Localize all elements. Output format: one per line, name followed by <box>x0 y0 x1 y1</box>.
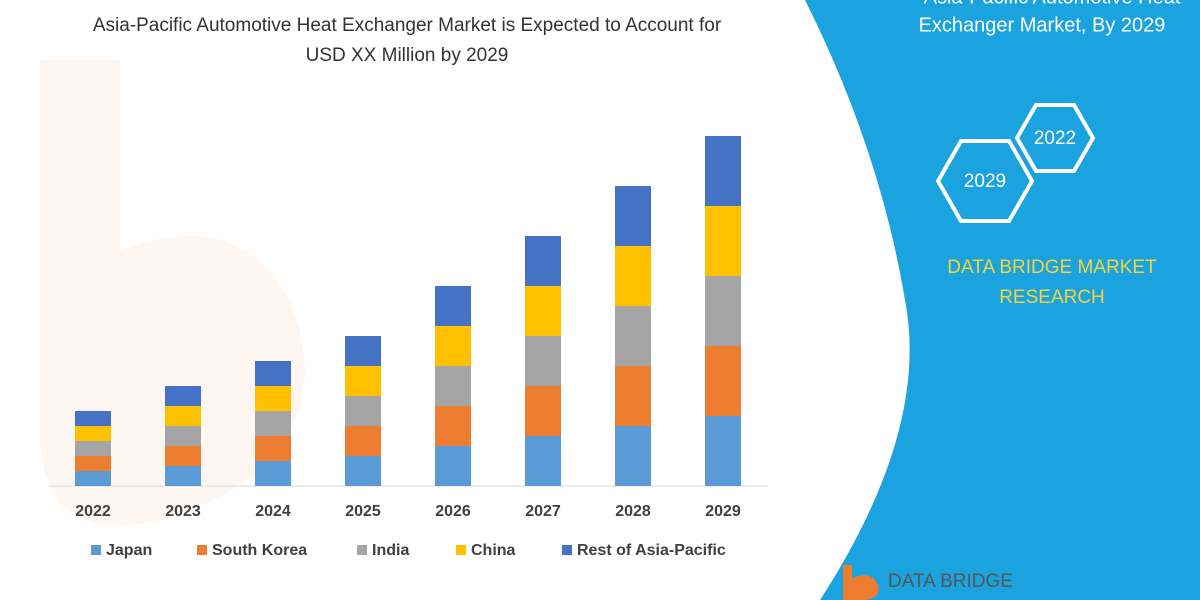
bar-segment <box>435 446 471 486</box>
bar-segment <box>165 406 201 426</box>
bar-segment <box>75 426 111 441</box>
legend-swatch <box>91 545 101 555</box>
legend-label: Japan <box>106 542 152 559</box>
logo: DATA BRIDGE <box>843 565 1013 600</box>
legend-label: India <box>372 542 409 559</box>
bar-segment <box>705 206 741 276</box>
side-panel <box>805 0 1200 600</box>
legend-swatch <box>456 545 466 555</box>
bar-segment <box>255 436 291 461</box>
x-tick-label: 2022 <box>75 503 111 520</box>
bar-segment <box>255 461 291 486</box>
panel-heading: Exchanger Market, By 2029 <box>919 14 1166 36</box>
bar-segment <box>705 346 741 416</box>
brand-text: DATA BRIDGE MARKET <box>947 257 1157 278</box>
bar-segment <box>615 366 651 426</box>
legend-label: Rest of Asia-Pacific <box>577 542 726 559</box>
bar-segment <box>615 186 651 246</box>
bar-segment <box>525 336 561 386</box>
x-tick-label: 2029 <box>705 503 741 520</box>
legend-label: China <box>471 542 516 559</box>
legend-swatch <box>357 545 367 555</box>
bar-segment <box>165 386 201 406</box>
chart-title: Asia-Pacific Automotive Heat Exchanger M… <box>93 15 722 36</box>
bar-segment <box>705 136 741 206</box>
bar-segment <box>75 411 111 426</box>
bar-segment <box>525 436 561 486</box>
panel-heading: Asia-Pacific Automotive Heat <box>924 0 1181 8</box>
bar-segment <box>255 411 291 436</box>
legend-label: South Korea <box>212 542 307 559</box>
x-tick-label: 2024 <box>255 503 291 520</box>
logo-text: DATA BRIDGE <box>888 571 1013 592</box>
bar-segment <box>615 246 651 306</box>
hexagon <box>935 139 1035 223</box>
chart-title: USD XX Million by 2029 <box>306 45 509 66</box>
x-tick-label: 2025 <box>345 503 381 520</box>
bar-segment <box>525 386 561 436</box>
bar-segment <box>75 471 111 486</box>
x-tick-label: 2023 <box>165 503 201 520</box>
bar-segment <box>345 456 381 486</box>
bar-segment <box>75 456 111 471</box>
bar-segment <box>345 396 381 426</box>
x-tick-label: 2028 <box>615 503 651 520</box>
bar-segment <box>525 286 561 336</box>
bar-segment <box>435 366 471 406</box>
bar-segment <box>165 466 201 486</box>
bar-segment <box>165 426 201 446</box>
bar-segment <box>705 276 741 346</box>
watermark <box>40 60 305 526</box>
bar-segment <box>345 426 381 456</box>
bar-segment <box>75 441 111 456</box>
bar-segment <box>255 386 291 411</box>
bar-segment <box>615 306 651 366</box>
bar-segment <box>705 416 741 486</box>
hexagon-label: 2022 <box>1034 128 1076 149</box>
bar-segment <box>165 446 201 466</box>
legend-swatch <box>197 545 207 555</box>
bar-segment <box>435 326 471 366</box>
x-tick-label: 2026 <box>435 503 471 520</box>
bar-segment <box>255 361 291 386</box>
legend-swatch <box>562 545 572 555</box>
bar-segment <box>345 366 381 396</box>
bar-segment <box>615 426 651 486</box>
x-tick-label: 2027 <box>525 503 561 520</box>
hexagon-label: 2029 <box>964 171 1006 192</box>
bar-segment <box>345 336 381 366</box>
bar-segment <box>435 406 471 446</box>
brand-text: RESEARCH <box>999 287 1105 308</box>
bar-segment <box>435 286 471 326</box>
bar-segment <box>525 236 561 286</box>
hexagon <box>1014 103 1096 173</box>
